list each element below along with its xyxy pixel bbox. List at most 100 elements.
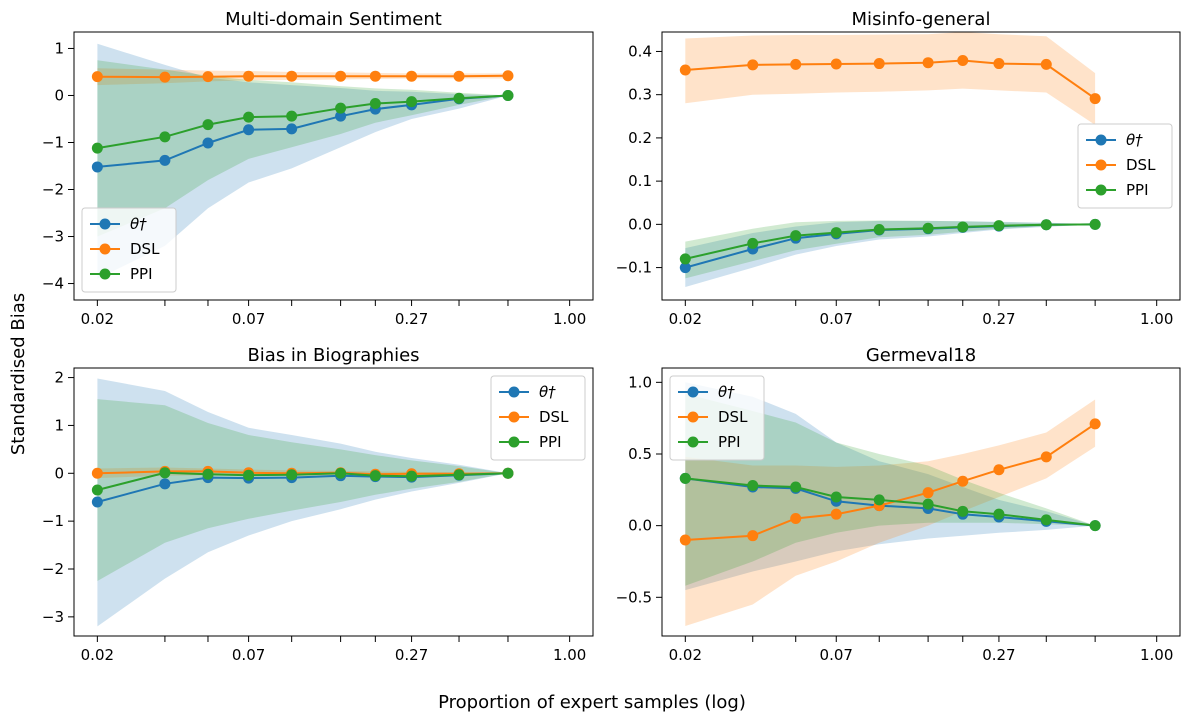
data-point xyxy=(679,534,691,546)
data-point xyxy=(747,530,759,542)
data-point xyxy=(243,111,255,123)
chart-title: Germeval18 xyxy=(866,345,976,366)
x-tick-label: 0.02 xyxy=(81,310,114,328)
y-tick-label: −0.5 xyxy=(616,588,652,606)
legend-marker xyxy=(99,218,111,230)
data-point xyxy=(993,220,1005,232)
data-point xyxy=(159,478,171,490)
data-point xyxy=(922,222,934,234)
data-point xyxy=(679,472,691,484)
confidence-band-3 xyxy=(685,220,1096,279)
legend-label: PPI xyxy=(718,433,741,451)
data-point xyxy=(747,59,759,71)
x-tick-label: 1.00 xyxy=(1140,646,1173,664)
data-point xyxy=(922,498,934,510)
data-point xyxy=(286,469,298,481)
data-point xyxy=(335,70,347,82)
confidence-band-2 xyxy=(685,32,1096,125)
data-point xyxy=(286,110,298,122)
data-point xyxy=(1089,93,1101,105)
data-point xyxy=(993,464,1005,476)
data-point xyxy=(1040,58,1052,70)
data-point xyxy=(502,70,514,82)
legend-label: DSL xyxy=(130,240,160,258)
x-tick-label: 1.00 xyxy=(553,646,586,664)
legend: θ† DSL PPI xyxy=(1077,123,1173,209)
data-point xyxy=(91,71,103,83)
data-point xyxy=(406,96,418,108)
y-tick-label: −1 xyxy=(42,512,64,530)
figure-xlabel: Proportion of expert samples (log) xyxy=(438,692,746,713)
x-tick-label: 0.07 xyxy=(820,646,853,664)
data-point xyxy=(830,491,842,503)
y-tick-label: 0.2 xyxy=(628,129,652,147)
x-tick-label: 0.07 xyxy=(232,310,265,328)
legend: θ† DSL PPI xyxy=(490,375,586,461)
data-point xyxy=(335,102,347,114)
legend-marker xyxy=(1095,134,1107,146)
data-point xyxy=(922,487,934,499)
data-point xyxy=(159,467,171,479)
y-tick-label: 0.3 xyxy=(628,86,652,104)
data-point xyxy=(406,70,418,82)
legend: θ† DSL PPI xyxy=(669,375,765,461)
data-point xyxy=(747,237,759,249)
legend-marker xyxy=(508,436,520,448)
data-point xyxy=(502,89,514,101)
data-point xyxy=(790,481,802,493)
series-line-3 xyxy=(685,223,1096,260)
figure-ylabel: Standardised Bias xyxy=(8,293,29,455)
legend-marker xyxy=(508,386,520,398)
y-tick-label: 0 xyxy=(54,464,64,482)
y-tick-label: 0 xyxy=(54,86,64,104)
series-line-3 xyxy=(97,94,509,150)
y-tick-label: 1 xyxy=(54,39,64,57)
x-tick-label: 0.27 xyxy=(982,646,1015,664)
data-point xyxy=(335,467,347,479)
data-point xyxy=(957,221,969,233)
legend-marker xyxy=(1095,159,1107,171)
data-point xyxy=(335,110,347,122)
data-point xyxy=(993,58,1005,70)
x-tick-label: 0.02 xyxy=(669,310,702,328)
confidence-band-2 xyxy=(685,399,1096,626)
data-point xyxy=(1040,451,1052,463)
data-point xyxy=(453,70,465,82)
series-line-2 xyxy=(97,74,509,79)
data-point xyxy=(679,262,691,274)
chart-panel-2: Misinfo-general 0.02 0.07 0.27 1.00 −0.1 0.0 0.… xyxy=(616,9,1181,328)
chart-panel-1: Multi-domain Sentiment 0.02 0.07 0.27 1.00 −4… xyxy=(42,9,594,328)
data-point xyxy=(993,508,1005,520)
confidence-band-1 xyxy=(97,378,509,627)
data-point xyxy=(159,131,171,143)
series-line-3 xyxy=(685,477,1096,527)
legend-label: DSL xyxy=(718,408,748,426)
legend-marker xyxy=(687,411,699,423)
data-point xyxy=(957,55,969,67)
y-tick-label: 0.0 xyxy=(628,215,652,233)
legend-marker xyxy=(1095,184,1107,196)
data-point xyxy=(922,57,934,69)
data-point xyxy=(286,70,298,82)
x-tick-label: 0.07 xyxy=(820,310,853,328)
y-tick-label: −0.1 xyxy=(616,259,652,277)
legend-label: PPI xyxy=(130,265,153,283)
legend-marker xyxy=(99,243,111,255)
y-tick-label: −3 xyxy=(42,228,64,246)
plot-frame xyxy=(661,31,1181,301)
data-point xyxy=(406,470,418,482)
series-line-3 xyxy=(97,471,509,491)
data-point xyxy=(202,71,214,83)
data-point xyxy=(91,161,103,173)
plot-frame xyxy=(73,31,594,301)
legend-label: θ† xyxy=(539,383,556,401)
legend-marker xyxy=(687,436,699,448)
legend-marker xyxy=(687,386,699,398)
data-point xyxy=(1089,520,1101,532)
y-tick-label: 2 xyxy=(54,369,64,387)
chart-title: Multi-domain Sentiment xyxy=(225,9,442,30)
data-point xyxy=(957,475,969,487)
data-point xyxy=(747,480,759,492)
data-point xyxy=(243,70,255,82)
data-point xyxy=(873,224,885,236)
